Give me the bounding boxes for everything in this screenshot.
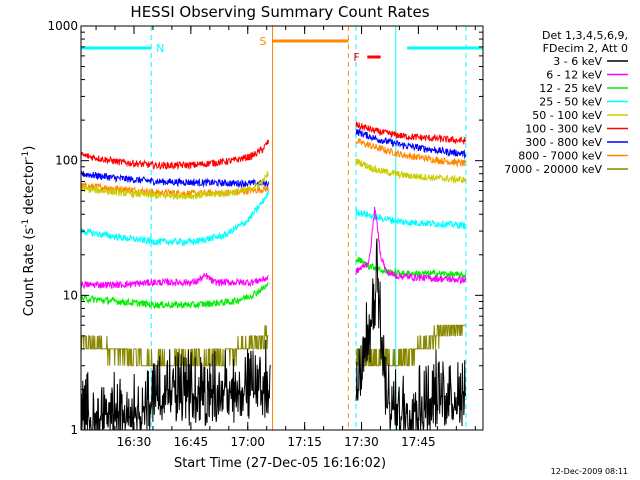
series-50-100-kev	[80, 158, 467, 201]
legend-label-5: 100 - 300 keV	[525, 123, 602, 136]
y-tick-label-3: 1000	[47, 19, 78, 33]
x-tick-label-2: 17:00	[230, 435, 265, 449]
legend-label-1: 6 - 12 keV	[546, 69, 602, 82]
legend: Det 1,3,4,5,6,9, FDecim 2, Att 0 3 - 6 k…	[504, 29, 628, 176]
generation-timestamp: 12-Dec-2009 08:11	[551, 467, 628, 476]
series-line-segment-1	[355, 137, 467, 168]
plot-frame	[80, 25, 484, 431]
x-tick-label-5: 17:45	[401, 435, 436, 449]
y-tick-label-1: 10	[63, 288, 78, 302]
legend-label-3: 25 - 50 keV	[539, 96, 602, 109]
series-line-segment-0	[80, 170, 269, 189]
night-flag-label: N	[156, 42, 164, 55]
x-tick-label-3: 17:15	[287, 435, 322, 449]
x-axis-label: Start Time (27-Dec-05 16:16:02)	[174, 456, 386, 471]
series-3-6-kev	[80, 238, 467, 431]
series-line-segment-1	[355, 324, 466, 367]
series-line-segment-0	[80, 272, 269, 290]
legend-header-detectors: Det 1,3,4,5,6,9,	[542, 29, 628, 42]
series-line-segment-0	[80, 190, 269, 247]
axis-ticks: 16:30 16:45 17:00 17:15 17:30 17:45 1 10 100 1000	[47, 19, 483, 449]
x-tick-label-4: 17:30	[344, 435, 379, 449]
series-7000-20000-kev	[80, 324, 466, 367]
series-100-300-kev	[80, 121, 467, 171]
series-line-segment-1	[355, 206, 467, 285]
series-line-segment-1	[355, 121, 467, 145]
x-tick-label-1: 16:45	[174, 435, 209, 449]
legend-label-2: 12 - 25 keV	[539, 82, 602, 95]
x-tick-label-0: 16:30	[117, 435, 152, 449]
legend-label-7: 800 - 7000 keV	[518, 150, 602, 163]
series-line-segment-0	[80, 171, 269, 201]
legend-label-4: 50 - 100 keV	[532, 109, 602, 122]
y-tick-label-0: 1	[70, 423, 78, 437]
series-line-segment-1	[355, 158, 467, 185]
y-tick-label-2: 100	[55, 154, 78, 168]
flare-flag-label: F	[353, 51, 359, 64]
series-6-12-kev	[80, 206, 467, 290]
series-line-segment-1	[355, 127, 467, 160]
legend-label-6: 300 - 800 keV	[525, 136, 602, 149]
series-line-segment-0	[80, 139, 269, 171]
legend-label-8: 7000 - 20000 keV	[504, 163, 602, 176]
y-axis-label: Count Rate (s-1 detector-1)	[21, 146, 37, 317]
plot-area: N S F	[80, 26, 483, 431]
legend-header-decimation: FDecim 2, Att 0	[543, 42, 628, 55]
chart-title: HESSI Observing Summary Count Rates	[130, 3, 429, 21]
series-line-segment-0	[80, 339, 271, 431]
series-line-segment-0	[80, 325, 269, 367]
series-line-segment-1	[355, 238, 467, 431]
legend-label-0: 3 - 6 keV	[553, 55, 602, 68]
series-300-800-kev	[80, 127, 467, 189]
series-line-segment-0	[80, 282, 269, 310]
saa-flag-label: S	[260, 35, 267, 48]
